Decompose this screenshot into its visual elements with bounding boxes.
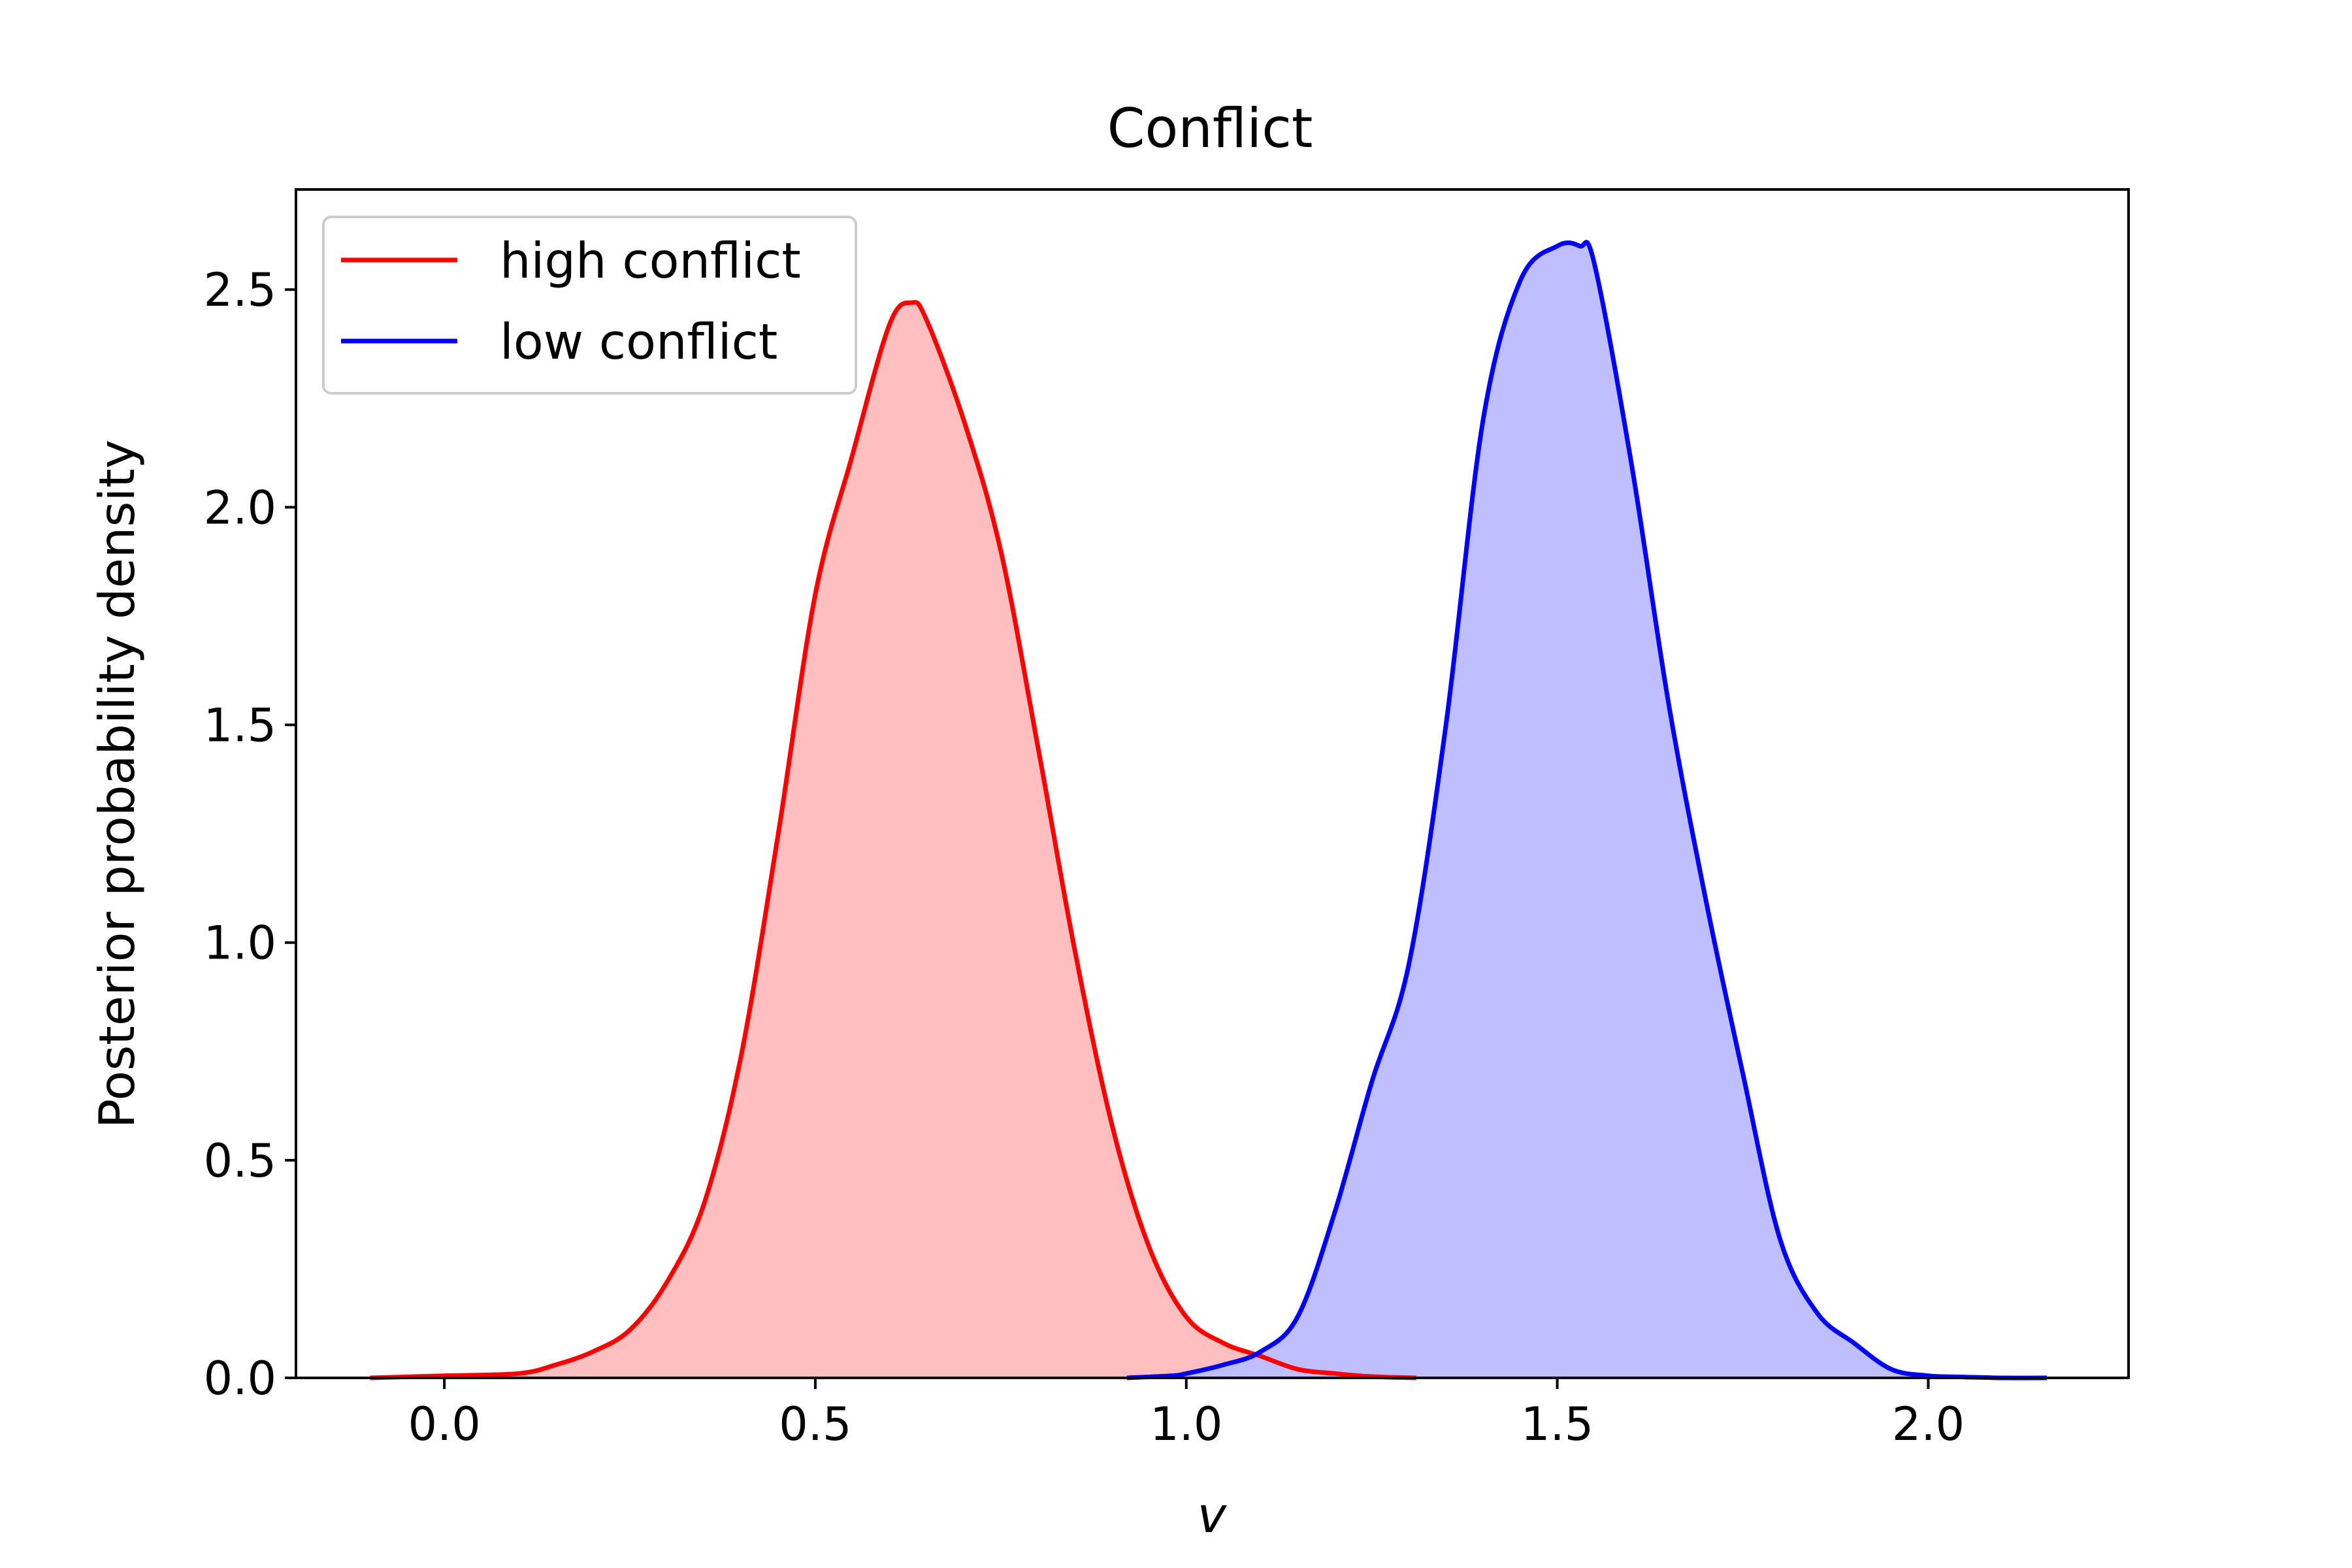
x-axis-ticks: 0.0 0.5 1.0 1.5 2.0 [408,1378,1965,1451]
x-tick-label: 0.0 [408,1397,480,1451]
legend-label-high-conflict: high conflict [500,232,801,289]
series-fill-low-conflict [1126,242,2048,1379]
series-fills [370,242,2048,1379]
series-lines [370,240,2048,1380]
plot-frame [295,188,2130,1379]
x-tick-label: 2.0 [1892,1397,1965,1451]
y-tick-label: 2.5 [204,263,276,317]
x-tick-label: 0.5 [779,1397,851,1451]
x-tick-label: 1.5 [1521,1397,1593,1451]
x-tick-label: 1.0 [1150,1397,1222,1451]
x-axis-label: v [1198,1486,1228,1544]
chart-title: Conflict [1107,97,1313,160]
y-tick-label: 2.0 [204,481,276,534]
y-tick-label: 1.5 [204,699,276,753]
y-tick-label: 0.0 [204,1352,276,1405]
y-tick-label: 1.0 [204,917,276,970]
legend-label-low-conflict: low conflict [500,313,777,370]
y-axis-label: Posterior probability density [88,440,146,1128]
y-tick-label: 0.5 [204,1134,276,1188]
series-line-high-conflict [370,300,1416,1380]
series-fill-high-conflict [370,302,1416,1379]
series-line-low-conflict [1126,240,2048,1380]
y-axis-ticks: 0.0 0.5 1.0 1.5 2.0 2.5 [204,263,296,1405]
legend: high conflict low conflict [322,216,857,395]
